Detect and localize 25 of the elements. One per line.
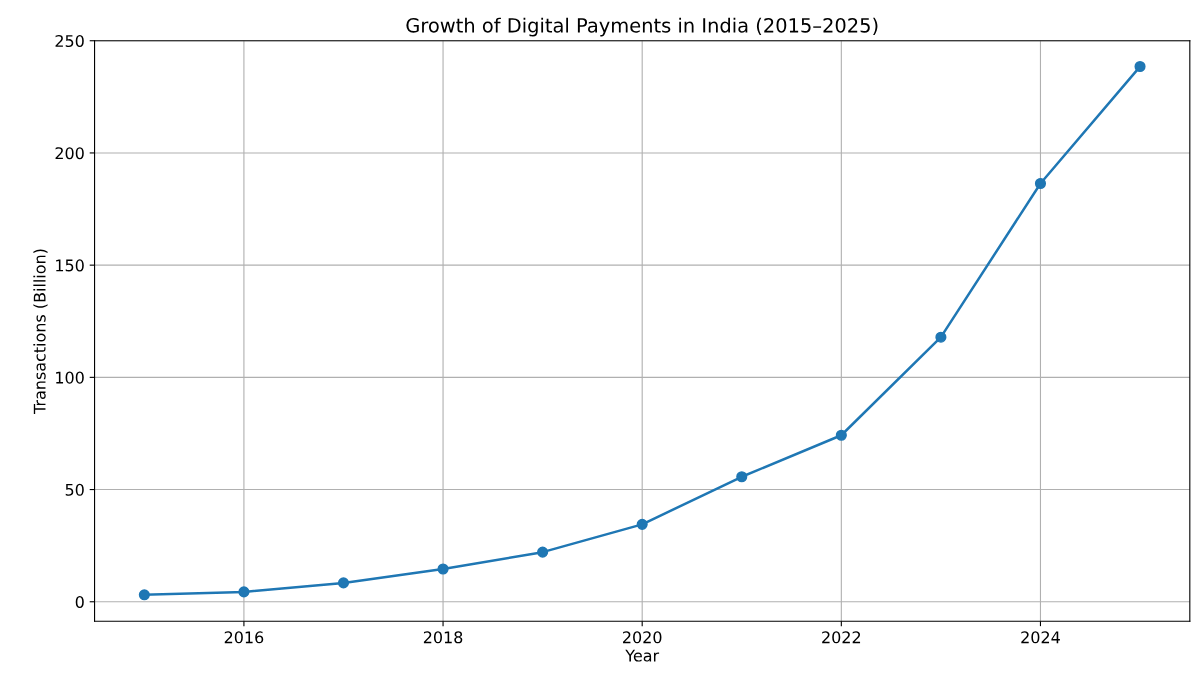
point: [1034, 177, 1047, 190]
point: [636, 518, 648, 530]
y-axis-title: Transactions (Billion): [33, 249, 48, 414]
point: [736, 471, 748, 483]
point: [935, 331, 947, 343]
y-tick-label: 50: [65, 483, 84, 496]
point: [238, 586, 250, 598]
y-tick-label: 0: [75, 595, 84, 609]
y-tick-label: 250: [55, 34, 84, 48]
x-tick-label: 2022: [822, 631, 861, 644]
y-tick-label: 150: [56, 259, 84, 272]
point: [337, 577, 350, 589]
point: [437, 563, 449, 575]
x-tick-label: 2024: [1021, 631, 1060, 644]
y-tick-label: 100: [56, 371, 84, 384]
x-axis-title: Year: [625, 649, 660, 662]
x-tick-label: 2016: [224, 631, 264, 644]
point: [537, 546, 549, 558]
x-tick-label: 2018: [423, 631, 463, 644]
y-tick-label: 200: [55, 147, 84, 160]
point: [1134, 60, 1146, 73]
point: [138, 589, 150, 601]
chart-title: Growth of Digital Payments in India (2015–2025): [406, 17, 878, 37]
x-tick-label: 2020: [623, 631, 662, 644]
point: [835, 429, 847, 441]
